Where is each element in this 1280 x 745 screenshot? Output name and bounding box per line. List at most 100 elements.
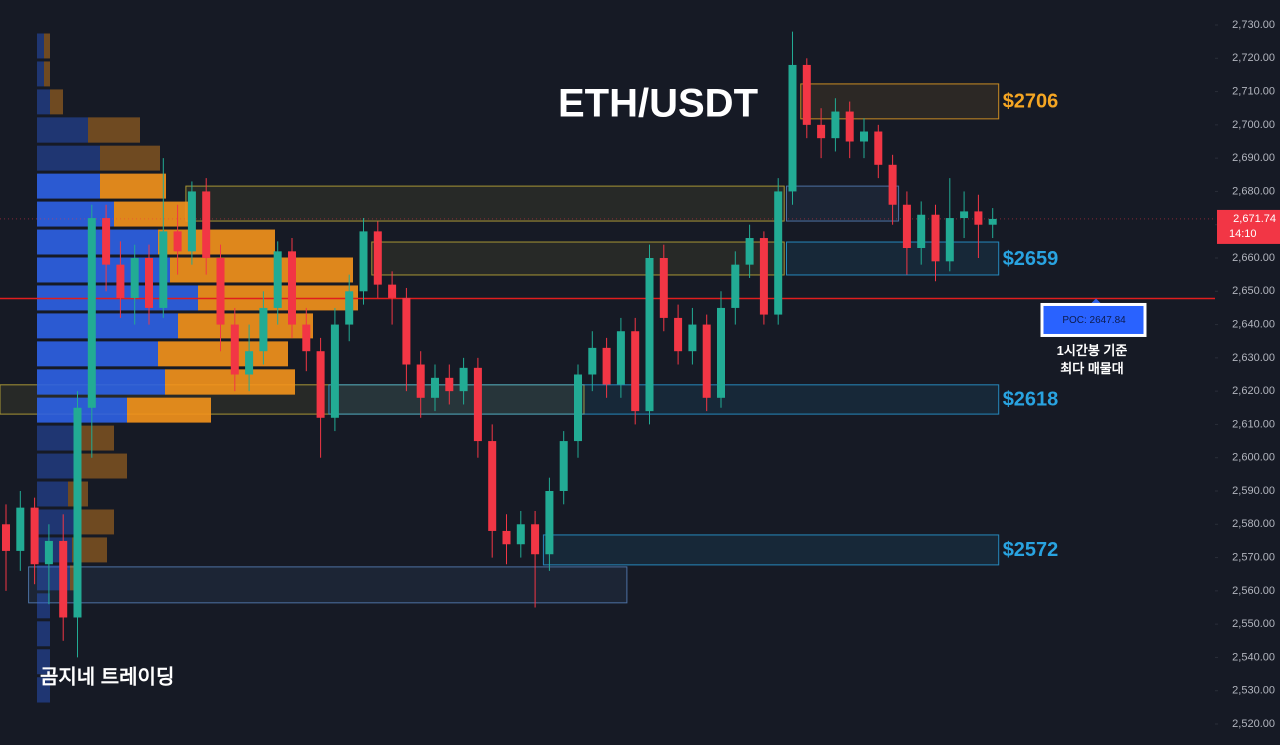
volume-buy — [37, 229, 158, 255]
poc-label: POC: 2647.84 — [1062, 315, 1126, 326]
candle-body — [273, 251, 282, 308]
candle-body — [159, 231, 168, 308]
volume-buy — [37, 201, 114, 227]
plot-area: $2706 $2659 $2618 $2572 POC: 2647.84 1시간봉 기준최… — [0, 31, 1215, 703]
y-tick-label: 2,570.00 — [1232, 551, 1275, 563]
candle-body — [431, 377, 439, 398]
y-tick-label: 2,690.00 — [1232, 152, 1275, 164]
candle-body — [359, 231, 368, 292]
candle-body — [345, 291, 354, 325]
candle-body — [902, 204, 911, 249]
y-tick-label: 2,600.00 — [1232, 452, 1275, 464]
volume-sell — [44, 33, 50, 59]
candle-body — [602, 347, 611, 385]
y-tick-label: 2,710.00 — [1232, 85, 1275, 97]
candle-body — [674, 317, 683, 352]
zone — [786, 185, 900, 222]
zone — [28, 566, 628, 604]
volume-buy — [37, 89, 50, 115]
zone — [542, 534, 1000, 566]
candle-body — [759, 238, 768, 315]
candle-body — [888, 164, 897, 205]
candle-body — [960, 211, 969, 219]
y-tick-label: 2,660.00 — [1232, 252, 1275, 264]
y-tick-label: 2,700.00 — [1232, 119, 1275, 131]
candle-body — [559, 441, 568, 491]
candle-body — [402, 297, 411, 365]
candle-body — [645, 258, 654, 412]
volume-buy — [37, 33, 44, 59]
candle-body — [874, 131, 883, 165]
volume-sell — [80, 453, 127, 479]
y-tick-label: 2,640.00 — [1232, 318, 1275, 330]
y-tick-label: 2,520.00 — [1232, 718, 1275, 730]
candle-body — [745, 238, 754, 265]
volume-sell — [44, 61, 50, 87]
volume-sell — [78, 425, 114, 451]
volume-sell — [88, 117, 140, 143]
volume-buy — [37, 61, 44, 87]
volume-sell — [170, 257, 353, 283]
candle-body — [845, 111, 854, 142]
y-tick-label: 2,590.00 — [1232, 485, 1275, 497]
zone — [185, 185, 785, 222]
y-tick-label: 2,720.00 — [1232, 52, 1275, 64]
last-price-label: 2,671.74 — [1233, 213, 1276, 225]
volume-buy — [37, 397, 127, 423]
zone — [371, 241, 785, 276]
volume-buy — [37, 173, 100, 199]
poc-box — [1040, 302, 1147, 337]
candle-body — [316, 351, 325, 418]
volume-sell — [50, 89, 63, 115]
volume-buy — [37, 145, 100, 171]
volume-buy — [37, 593, 50, 619]
y-tick-label: 2,630.00 — [1232, 352, 1275, 364]
volume-buy — [37, 425, 78, 451]
candle-body — [917, 214, 926, 249]
candle-body — [73, 407, 82, 618]
volume-sell — [78, 509, 114, 535]
candle-body — [388, 284, 397, 298]
y-tick-label: 2,550.00 — [1232, 618, 1275, 630]
y-tick-label: 2,650.00 — [1232, 285, 1275, 297]
candle-body — [659, 258, 668, 318]
candle-body — [259, 307, 268, 352]
y-tick-label: 2,620.00 — [1232, 385, 1275, 397]
zone-label: $2706 — [1003, 91, 1059, 113]
volume-buy — [37, 453, 80, 479]
zone — [800, 83, 1000, 120]
candle-body — [473, 367, 482, 442]
candle-body — [860, 131, 868, 142]
volume-buy — [37, 369, 165, 395]
candle-body — [731, 264, 740, 308]
candle-body — [330, 324, 339, 418]
volume-buy — [37, 117, 88, 143]
candle-body — [631, 331, 640, 412]
candle-body — [216, 258, 225, 325]
price-axis — [1215, 0, 1280, 745]
volume-sell — [100, 173, 166, 199]
candle-body — [531, 524, 540, 555]
volume-buy — [37, 621, 50, 647]
candle-body — [416, 364, 425, 398]
zone-label: $2572 — [1003, 539, 1059, 561]
volume-buy — [37, 481, 68, 507]
candle-body — [831, 111, 840, 139]
candle-body — [802, 64, 811, 125]
candle-body — [2, 524, 10, 551]
volume-buy — [37, 509, 78, 535]
candle-body — [16, 507, 25, 551]
candle-body — [30, 507, 39, 565]
candle-body — [945, 218, 954, 262]
candle-body — [173, 231, 182, 252]
candle-body — [145, 258, 153, 308]
candle-body — [774, 191, 783, 315]
candle-body — [545, 491, 554, 555]
volume-sell — [127, 397, 211, 423]
y-tick-label: 2,580.00 — [1232, 518, 1275, 530]
candle-body — [488, 441, 497, 531]
volume-buy — [37, 677, 50, 703]
volume-buy — [37, 313, 178, 339]
